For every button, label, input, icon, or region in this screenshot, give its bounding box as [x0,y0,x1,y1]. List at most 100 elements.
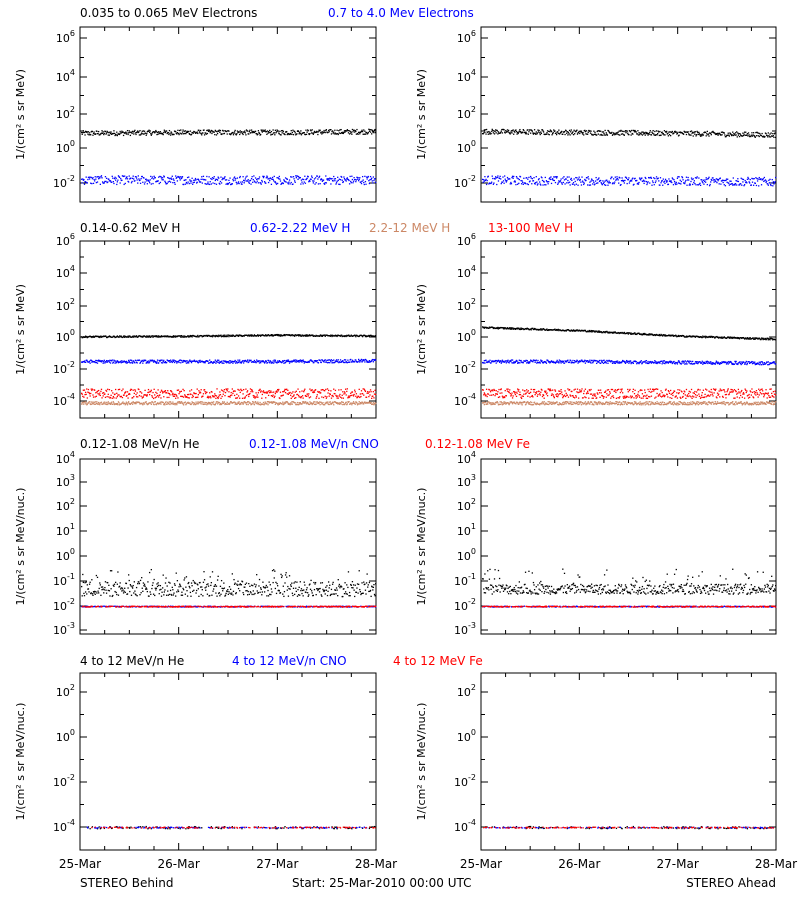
data-point [371,397,373,399]
data-point [265,391,267,393]
data-point [568,133,570,135]
data-point [86,360,88,362]
data-point [623,182,626,184]
data-point [158,182,160,185]
data-point [160,397,162,399]
data-point [88,401,91,403]
data-point [577,184,579,186]
y-tick-exponent: 2 [471,297,476,306]
data-point [266,130,269,132]
data-point [161,179,163,181]
data-point [146,133,148,135]
data-point [301,401,304,403]
data-point [493,133,496,135]
data-point [522,129,524,131]
data-point [178,133,180,136]
data-point [350,182,352,184]
data-point [184,179,186,181]
data-point [676,132,679,135]
data-point [541,179,544,182]
data-point [141,403,143,405]
data-point [356,128,358,131]
data-point [310,130,312,132]
data-point [704,335,706,337]
data-point [360,130,363,133]
data-point [505,327,507,329]
data-point [229,402,231,404]
data-point [263,181,266,183]
data-point [195,132,198,134]
data-point [767,183,769,185]
data-point [125,178,127,180]
data-point [492,132,495,134]
data-point [147,403,150,405]
data-point [526,133,528,135]
data-point [254,396,257,398]
data-point [134,390,137,392]
data-point [260,182,262,184]
data-point [602,131,605,133]
data-point [88,391,90,394]
data-point [723,132,725,134]
data-point [194,131,196,133]
data-point [738,184,741,186]
data-point [312,334,314,336]
data-point [98,360,100,362]
data-point [572,329,575,331]
data-point [167,392,169,394]
data-point [257,133,259,135]
data-point [716,132,719,135]
data-point [255,182,257,184]
y-tick-exponent: 6 [471,232,476,241]
data-point [549,131,551,133]
data-point [156,133,158,136]
data-point [697,131,699,134]
data-point [200,389,202,391]
data-point [749,178,751,181]
data-point [268,178,270,180]
data-point [309,396,312,398]
data-point [603,132,605,135]
data-point [211,178,213,181]
data-point [321,180,324,182]
data-point [235,362,237,364]
data-point [292,133,295,136]
data-point [729,336,732,338]
data-point [164,180,166,182]
data-point [94,176,96,178]
data-point [562,181,565,184]
data-point [343,130,346,132]
data-point [184,394,186,396]
data-point [148,129,150,131]
data-point [675,131,677,133]
data-point [321,335,324,337]
data-point [248,133,250,135]
data-point [300,130,302,132]
data-point [324,182,326,184]
data-point [497,360,499,362]
data-point [181,133,183,135]
data-point [237,359,239,361]
data-point [325,129,327,132]
data-point [289,391,291,394]
data-point [759,338,761,340]
data-point [584,129,586,132]
data-point [216,388,218,390]
data-point [666,130,668,133]
data-point [327,389,330,392]
data-point [342,181,344,184]
data-point [734,132,737,134]
series-blue [482,359,777,366]
data-point [655,134,657,136]
data-point [331,362,333,364]
data-point [97,335,99,338]
data-point [125,360,128,363]
data-point [715,178,718,180]
data-point [138,388,140,391]
data-point [251,389,253,391]
data-point [85,176,87,178]
data-point [554,176,556,178]
data-point [660,134,662,136]
y-tick-exponent: 6 [70,29,75,38]
data-point [293,397,296,400]
